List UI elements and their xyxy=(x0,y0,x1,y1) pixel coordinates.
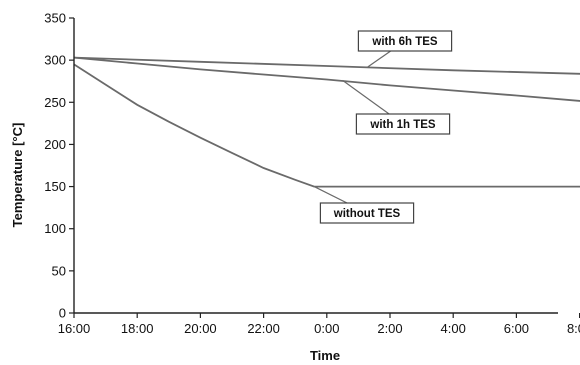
x-tick-label: 16:00 xyxy=(58,321,91,336)
series-line-1 xyxy=(73,56,580,102)
annotation-box xyxy=(319,202,415,224)
x-tick-label: 6:00 xyxy=(504,321,529,336)
x-axis-title: Time xyxy=(310,348,340,363)
annotation-box xyxy=(357,30,453,52)
series-line-2 xyxy=(73,63,580,188)
y-tick-label: 250 xyxy=(44,95,66,110)
y-axis-title: Temperature [°C] xyxy=(10,123,25,228)
annotation-box xyxy=(355,113,451,135)
annotation-label: with 6h TES xyxy=(371,36,438,48)
y-tick-label: 0 xyxy=(59,306,66,321)
annotations: with 6h TES with 1h TES without TES xyxy=(313,30,453,224)
series-line-0 xyxy=(73,56,580,75)
x-tick-label: 4:00 xyxy=(441,321,466,336)
annotation-label: without TES xyxy=(333,208,401,220)
y-tick-label: 100 xyxy=(44,221,66,236)
y-axis-ticks: 0 50 100 150 200 250 300 350 xyxy=(44,11,74,321)
x-tick-label: 0:00 xyxy=(314,321,339,336)
y-tick-label: 300 xyxy=(44,53,66,68)
x-tick-label: 2:00 xyxy=(377,321,402,336)
y-tick-label: 150 xyxy=(44,179,66,194)
x-tick-label: 8:00 xyxy=(567,321,580,336)
annotation-label: with 1h TES xyxy=(369,119,436,131)
series-lines xyxy=(73,56,580,188)
x-tick-label: 20:00 xyxy=(184,321,217,336)
y-tick-label: 200 xyxy=(44,137,66,152)
x-tick-label: 22:00 xyxy=(247,321,280,336)
y-tick-label: 350 xyxy=(44,11,66,26)
x-axis-ticks: 16:00 18:00 20:00 22:00 0:00 2:00 4:00 6:00 8:00 xyxy=(58,313,580,336)
y-tick-label: 50 xyxy=(52,263,66,278)
x-tick-label: 18:00 xyxy=(121,321,154,336)
